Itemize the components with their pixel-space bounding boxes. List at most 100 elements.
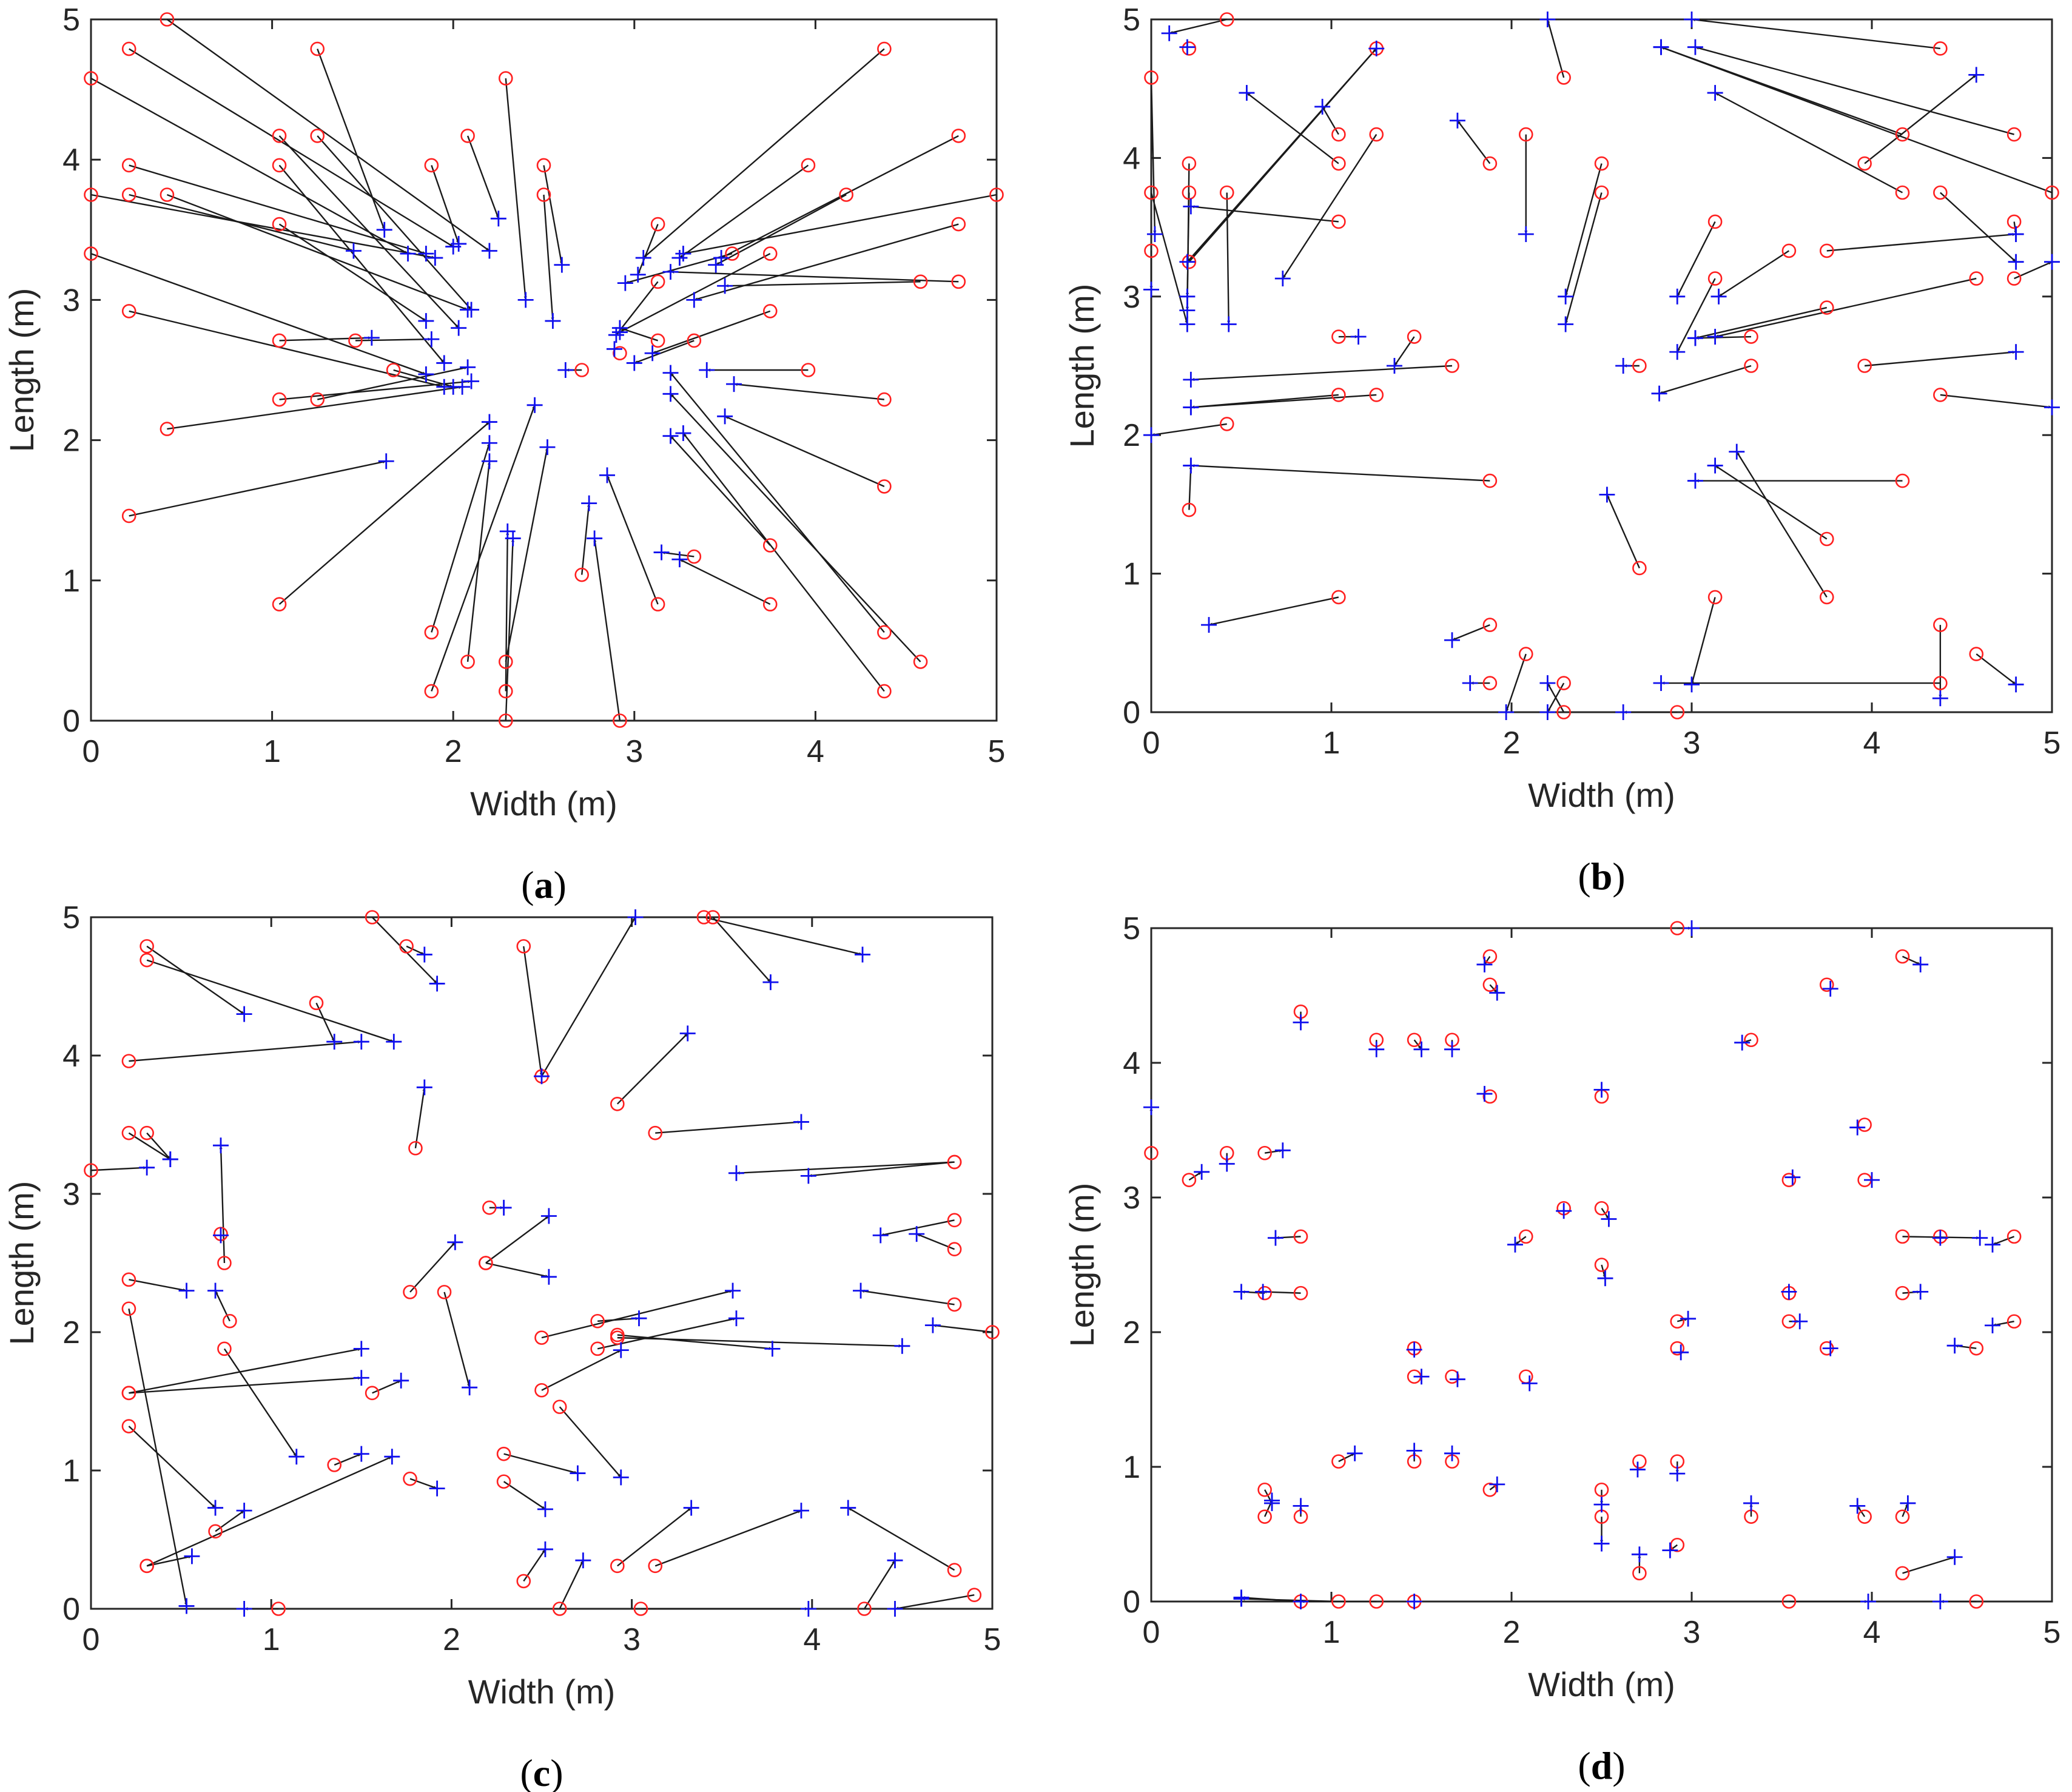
- start-point-circle: [1144, 243, 1159, 258]
- end-point-plus: [1822, 1340, 1838, 1356]
- start-point-circle: [121, 304, 136, 318]
- end-point-plus: [1449, 1371, 1465, 1387]
- start-point-circle: [1969, 647, 1984, 661]
- movement-arrow: [642, 48, 885, 258]
- movement-arrow: [1690, 597, 1716, 685]
- start-point-circle: [552, 1400, 567, 1414]
- start-point-circle: [1781, 243, 1797, 258]
- end-point-plus: [1539, 704, 1556, 720]
- end-point-plus: [481, 243, 497, 259]
- start-point-circle: [121, 1054, 136, 1068]
- start-point-circle: [272, 333, 287, 348]
- end-point-plus: [1653, 39, 1669, 55]
- movement-arrow: [541, 1290, 733, 1339]
- movement-arrow: [654, 1509, 802, 1567]
- end-point-plus: [613, 1469, 629, 1486]
- movement-arrow: [1677, 278, 1716, 352]
- movement-arrow: [146, 1555, 192, 1567]
- end-point-plus: [1220, 316, 1237, 332]
- movement-arrow: [694, 223, 959, 301]
- movement-arrow: [808, 1161, 955, 1177]
- start-point-circle: [610, 1558, 625, 1574]
- movement-arrow: [615, 281, 659, 335]
- start-point-circle: [687, 549, 702, 564]
- start-point-circle: [1219, 185, 1234, 200]
- end-point-plus: [1669, 344, 1686, 360]
- movement-arrow: [505, 531, 510, 692]
- movement-arrow: [724, 416, 885, 487]
- end-point-plus: [726, 376, 742, 392]
- start-point-circle: [84, 1163, 98, 1178]
- start-point-circle: [1482, 473, 1498, 488]
- end-point-plus: [429, 975, 445, 992]
- start-point-circle: [1594, 1201, 1609, 1216]
- end-point-plus: [606, 341, 622, 357]
- start-point-circle: [1744, 359, 1758, 373]
- end-point-plus: [540, 1208, 557, 1224]
- end-point-plus: [139, 1159, 155, 1176]
- start-point-circle: [496, 1474, 511, 1489]
- movement-arrow: [1695, 306, 1828, 339]
- start-point-circle: [121, 1419, 136, 1433]
- start-point-circle: [2006, 214, 2022, 229]
- end-point-plus: [462, 1379, 478, 1396]
- start-point-circle: [1819, 243, 1834, 258]
- start-point-circle: [460, 129, 475, 143]
- movement-arrow: [1188, 48, 1377, 263]
- start-point-circle: [1331, 1594, 1346, 1609]
- end-point-plus: [1558, 288, 1574, 305]
- movement-arrow: [670, 270, 959, 283]
- start-point-circle: [762, 304, 778, 318]
- caption-letter: b: [1591, 855, 1613, 898]
- end-point-plus: [178, 1598, 195, 1614]
- movement-arrow: [485, 1262, 550, 1278]
- start-point-circle: [610, 1327, 625, 1342]
- caption-paren-open: (: [1578, 1744, 1590, 1787]
- start-point-circle: [534, 1330, 549, 1345]
- end-point-plus: [1293, 1594, 1309, 1609]
- start-point-circle: [648, 1558, 663, 1574]
- movement-arrow: [129, 310, 445, 388]
- movement-arrow: [617, 1507, 692, 1567]
- end-point-plus: [1293, 1014, 1309, 1031]
- movement-arrow: [1659, 365, 1752, 394]
- start-point-circle: [1857, 1509, 1872, 1524]
- end-point-plus: [764, 1341, 781, 1357]
- start-point-circle: [160, 187, 175, 202]
- end-point-plus: [1462, 675, 1478, 692]
- start-point-circle: [208, 1524, 223, 1539]
- movement-arrow: [1902, 1556, 1955, 1574]
- start-point-circle: [1969, 271, 1984, 286]
- start-point-circle: [217, 1341, 232, 1356]
- start-point-circle: [951, 129, 966, 143]
- movement-arrow: [880, 1219, 955, 1236]
- movement-arrow: [1191, 394, 1377, 409]
- end-point-plus: [436, 355, 452, 371]
- start-point-circle: [272, 597, 287, 611]
- start-point-circle: [552, 1602, 567, 1616]
- end-point-plus: [429, 1480, 445, 1497]
- end-point-plus: [418, 313, 434, 329]
- end-point-plus: [481, 414, 497, 430]
- end-point-plus: [717, 408, 733, 425]
- movement-arrow: [1940, 192, 2017, 263]
- end-point-plus: [717, 278, 733, 294]
- start-point-circle: [1632, 561, 1647, 576]
- end-point-plus: [1710, 288, 1727, 305]
- movement-arrow: [1150, 192, 1188, 325]
- start-point-circle: [460, 655, 475, 669]
- x-tick-label: 1: [263, 734, 281, 769]
- end-point-plus: [887, 1552, 903, 1569]
- end-point-plus: [626, 355, 642, 371]
- end-point-plus: [611, 320, 628, 336]
- end-point-plus: [1684, 12, 1700, 27]
- end-point-plus: [236, 1006, 252, 1022]
- end-point-plus: [1687, 330, 1703, 346]
- movement-arrow: [1940, 394, 2053, 409]
- end-point-plus: [481, 435, 497, 451]
- movement-arrow: [863, 1560, 896, 1609]
- caption-paren-close: ): [550, 1751, 563, 1792]
- y-tick-label: 4: [1123, 1046, 1140, 1081]
- movement-arrow: [895, 1594, 975, 1610]
- caption-paren-close: ): [1612, 1744, 1625, 1787]
